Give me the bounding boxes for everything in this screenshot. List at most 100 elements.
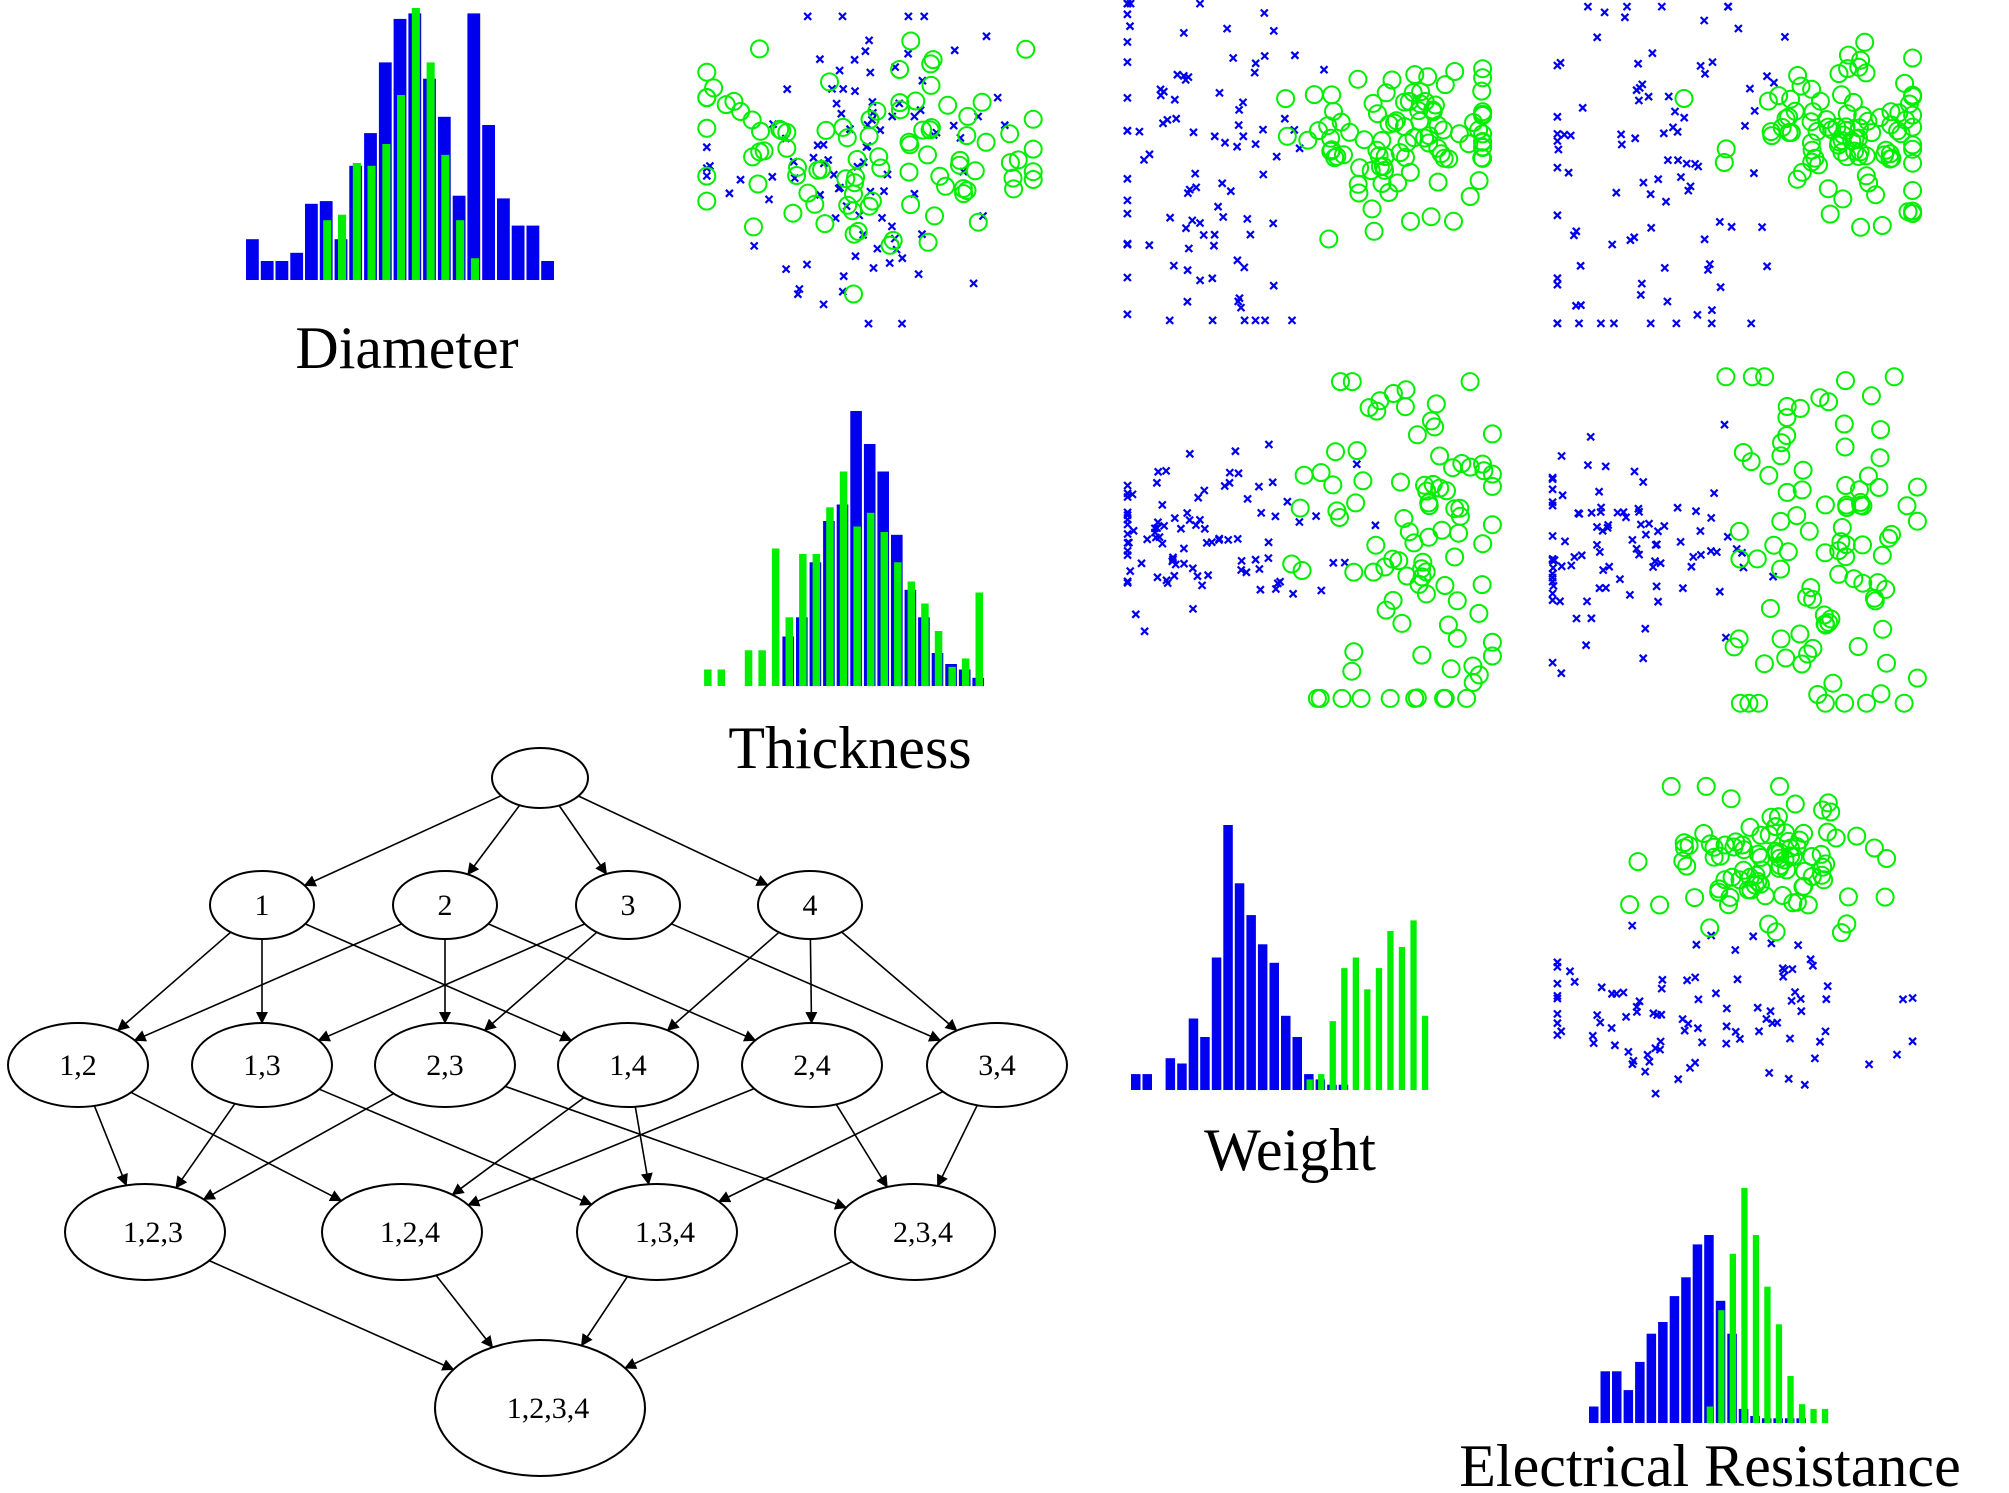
scatter-point-circle (1869, 478, 1889, 497)
scatter-point-cross (1724, 2, 1733, 11)
scatter-point-cross (1600, 8, 1609, 17)
lattice-edge (318, 1088, 593, 1206)
lattice-node-label: 1,3,4 (635, 1216, 695, 1249)
scatter-point-circle (1907, 511, 1927, 531)
scatter-point-circle (1379, 183, 1399, 202)
scatter-point-cross (1217, 179, 1227, 188)
scatter-point-circle (1673, 851, 1693, 871)
scatter-point-cross (1234, 469, 1243, 478)
scatter-point-circle (1375, 557, 1395, 577)
histogram-bar-weight-green (1306, 1079, 1313, 1090)
histogram-bar-diameter-blue (305, 203, 318, 280)
scatter-diameter-electrical-resistance (1553, 2, 1923, 328)
scatter-point-circle (1819, 392, 1839, 412)
scatter-point-cross (1687, 562, 1696, 571)
scatter-point-cross (1272, 152, 1281, 161)
lattice-node-shape (741, 1022, 883, 1108)
scatter-point-cross (1548, 497, 1557, 507)
lattice-edge (841, 931, 958, 1032)
scatter-point-circle (1675, 838, 1694, 858)
scatter-point-cross (1748, 932, 1758, 941)
scatter-point-cross (1271, 584, 1281, 594)
scatter-point-cross (1601, 583, 1611, 593)
scatter-point-circle (1810, 388, 1830, 408)
scatter-point-circle (1452, 454, 1472, 473)
scatter-point-circle (1907, 477, 1927, 497)
scatter-point-circle (1872, 545, 1892, 565)
scatter-point-cross (1558, 491, 1567, 500)
scatter-point-cross (1131, 610, 1141, 619)
lattice-edge (175, 1103, 236, 1189)
scatter-point-circle (1838, 887, 1858, 907)
scatter-point-cross (838, 84, 848, 94)
scatter-point-cross (1242, 568, 1251, 577)
scatter-point-cross (1123, 538, 1132, 548)
scatter-point-cross (1553, 273, 1562, 283)
scatter-point-cross (1208, 274, 1217, 283)
scatter-point-circle (1823, 673, 1843, 693)
scatter-point-cross (1275, 577, 1285, 586)
scatter-point-circle (777, 138, 797, 158)
histogram-bar-thickness-green (907, 581, 916, 686)
scatter-point-cross (1182, 508, 1192, 518)
scatter-point-cross (1733, 975, 1742, 984)
scatter-point-circle (1714, 153, 1734, 172)
scatter-point-cross (1548, 554, 1557, 564)
scatter-point-cross (1226, 186, 1236, 196)
scatter-point-cross (1576, 261, 1585, 271)
scatter-point-cross (1679, 113, 1689, 122)
histogram-bar-weight-green (1364, 989, 1371, 1090)
scatter-point-cross (1548, 473, 1557, 482)
scatter-point-circle (1832, 85, 1851, 105)
scatter-point-cross (1663, 297, 1672, 306)
scatter-point-cross (1610, 1041, 1620, 1050)
scatter-point-circle (1771, 629, 1791, 649)
scatter-point-circle (770, 119, 790, 139)
scatter-point-cross (1238, 98, 1248, 107)
scatter-point-cross (1754, 1027, 1764, 1036)
scatter-point-cross (1283, 497, 1292, 506)
scatter-point-cross (1784, 1074, 1793, 1084)
lattice-node-label: 4 (803, 889, 818, 922)
histogram-electrical-resistance: Electrical Resistance (1459, 1188, 1961, 1493)
histogram-bar-thickness-green (744, 650, 753, 687)
histogram-bar-weight-blue (1131, 1074, 1141, 1090)
scatter-point-cross (1706, 513, 1716, 523)
scatter-point-cross (1658, 975, 1667, 985)
scatter-point-cross (1125, 21, 1135, 31)
scatter-point-circle (1838, 45, 1858, 65)
scatter-point-circle (1771, 446, 1791, 466)
scatter-point-circle (1325, 148, 1345, 168)
scatter-point-circle (1856, 166, 1876, 186)
scatter-point-cross (725, 189, 734, 198)
scatter-point-circle (1372, 131, 1392, 150)
scatter-point-cross (1697, 1038, 1707, 1047)
histogram-bar-weight-blue (1257, 944, 1268, 1091)
scatter-point-cross (1183, 297, 1192, 306)
scatter-point-circle (1704, 847, 1724, 867)
scatter-point-circle (1856, 146, 1876, 166)
scatter-point-circle (1435, 688, 1455, 708)
scatter-point-cross (887, 112, 897, 121)
scatter-point-cross (1560, 537, 1570, 546)
scatter-point-cross (1171, 114, 1181, 123)
lattice-node-label: 1,2,4 (380, 1216, 440, 1249)
lattice-node-124: 1,2,4 (321, 1183, 483, 1281)
scatter-point-circle (1482, 464, 1502, 484)
scatter-point-circle (1844, 569, 1864, 589)
scatter-point-cross (1753, 1003, 1762, 1012)
scatter-point-cross (1690, 973, 1700, 982)
scatter-point-circle (1776, 109, 1796, 129)
scatter-point-cross (1264, 440, 1274, 449)
scatter-point-circle (1826, 828, 1846, 848)
scatter-point-cross (1123, 126, 1132, 135)
scatter-point-circle (1907, 668, 1927, 688)
scatter-point-cross (1657, 984, 1666, 993)
histogram-bar-electrical-resistance-blue (1646, 1333, 1657, 1423)
scatter-point-cross (1233, 534, 1242, 544)
histogram-bar-electrical-resistance-blue (1612, 1371, 1622, 1423)
scatter-point-cross (1810, 1054, 1820, 1063)
scatter-point-cross (917, 229, 927, 239)
scatter-point-cross (1808, 961, 1818, 970)
scatter-point-cross (1123, 37, 1132, 47)
